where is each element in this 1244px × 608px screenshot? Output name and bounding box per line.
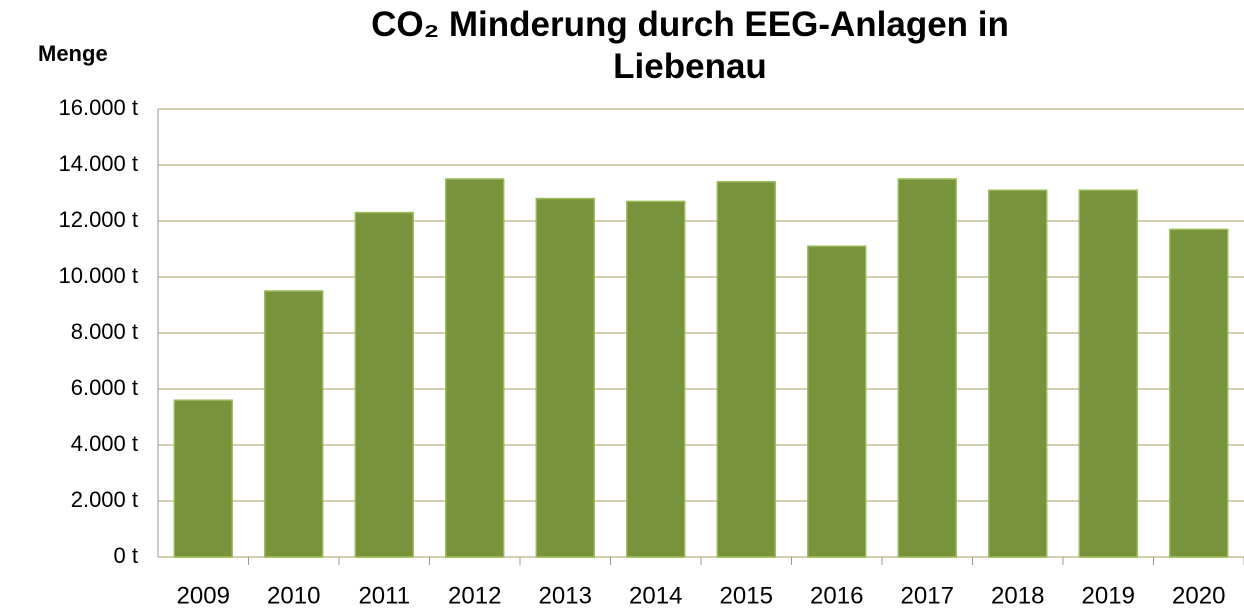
bar xyxy=(173,399,233,558)
x-tick-label: 2019 xyxy=(1082,582,1135,608)
x-tick-label: 2016 xyxy=(810,582,863,608)
y-tick-label: 0 t xyxy=(114,543,138,568)
x-tick-label: 2015 xyxy=(720,582,773,608)
bar xyxy=(807,245,867,558)
y-tick-label: 10.000 t xyxy=(58,263,138,288)
bar xyxy=(1078,189,1138,558)
x-tick-label: 2014 xyxy=(629,582,682,608)
y-tick-label: 12.000 t xyxy=(58,207,138,232)
y-tick-label: 16.000 t xyxy=(58,95,138,120)
bar xyxy=(354,211,414,558)
y-tick-label: 14.000 t xyxy=(58,151,138,176)
bar xyxy=(264,290,324,558)
x-tick-label: 2010 xyxy=(267,582,320,608)
x-tick-label: 2013 xyxy=(539,582,592,608)
bar xyxy=(535,197,595,558)
y-tick-label: 8.000 t xyxy=(71,319,138,344)
x-tick-label: 2017 xyxy=(901,582,954,608)
y-axis-label: Menge xyxy=(38,41,108,66)
x-tick-label: 2012 xyxy=(448,582,501,608)
bar xyxy=(445,178,505,558)
x-tick-label: 2020 xyxy=(1172,582,1225,608)
y-tick-label: 4.000 t xyxy=(71,431,138,456)
x-tick-label: 2011 xyxy=(358,582,410,608)
bar xyxy=(716,181,776,558)
bar xyxy=(897,178,957,558)
x-tick-label: 2009 xyxy=(177,582,230,608)
y-tick-label: 6.000 t xyxy=(71,375,138,400)
bar xyxy=(626,200,686,558)
y-tick-label: 2.000 t xyxy=(71,487,138,512)
x-tick-label: 2018 xyxy=(991,582,1044,608)
chart-title: CO₂ Minderung durch EEG-Anlagen in Liebe… xyxy=(371,5,1009,86)
bar xyxy=(1169,228,1229,558)
bar xyxy=(988,189,1048,558)
